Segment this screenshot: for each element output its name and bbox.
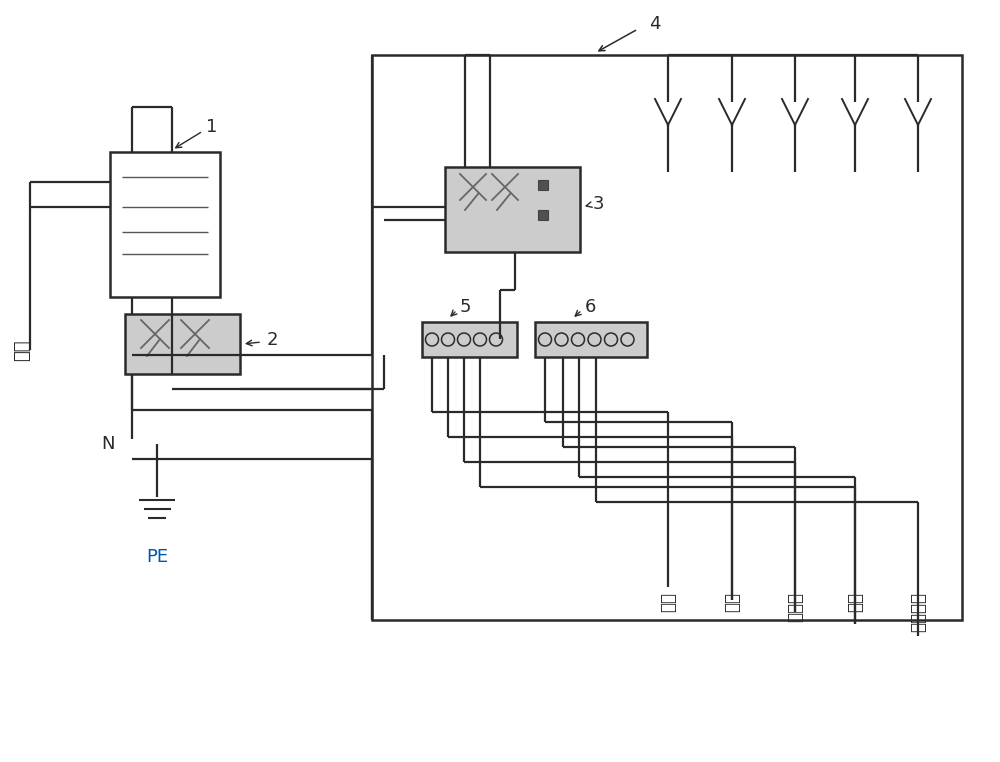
Text: 4: 4 bbox=[649, 15, 661, 33]
Text: 6: 6 bbox=[584, 298, 596, 316]
Bar bbox=[125, 314, 240, 374]
Bar bbox=[372, 55, 962, 620]
Bar bbox=[538, 210, 548, 220]
Text: N: N bbox=[101, 435, 115, 453]
Text: PE: PE bbox=[146, 548, 168, 566]
Bar bbox=[535, 322, 647, 357]
Text: 照明: 照明 bbox=[659, 592, 677, 612]
Text: 3: 3 bbox=[592, 195, 604, 213]
Text: 卫生间: 卫生间 bbox=[786, 592, 804, 622]
Text: 2: 2 bbox=[266, 331, 278, 349]
Bar bbox=[110, 152, 220, 297]
Text: 空调: 空调 bbox=[846, 592, 864, 612]
Bar bbox=[422, 322, 517, 357]
Text: 厨房: 厨房 bbox=[723, 592, 741, 612]
Text: 一般插座: 一般插座 bbox=[909, 592, 927, 632]
Text: 1: 1 bbox=[206, 118, 218, 136]
Bar bbox=[538, 180, 548, 190]
Text: 火线: 火线 bbox=[13, 339, 31, 360]
Text: 5: 5 bbox=[459, 298, 471, 316]
Bar bbox=[445, 167, 580, 252]
